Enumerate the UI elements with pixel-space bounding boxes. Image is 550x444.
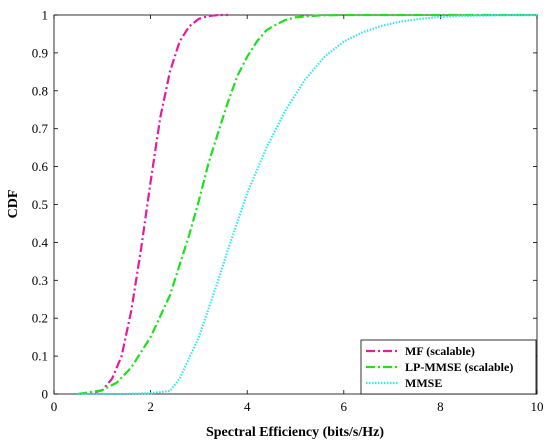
y-tick-label: 0.3 bbox=[32, 273, 48, 288]
y-tick-label: 0 bbox=[42, 387, 49, 402]
legend-label-1: LP-MMSE (scalable) bbox=[405, 360, 513, 374]
legend-label-2: MMSE bbox=[405, 376, 442, 390]
legend-label-0: MF (scalable) bbox=[405, 344, 475, 358]
y-tick-label: 0.1 bbox=[32, 349, 48, 364]
y-tick-label: 0.6 bbox=[32, 159, 49, 174]
y-axis-label: CDF bbox=[6, 190, 21, 219]
y-tick-label: 0.5 bbox=[32, 197, 48, 212]
y-tick-label: 0.8 bbox=[32, 83, 48, 98]
series-line-2 bbox=[78, 13, 537, 396]
y-tick-label: 0.4 bbox=[32, 235, 49, 250]
y-tick-label: 0.7 bbox=[32, 121, 49, 136]
series-line-1 bbox=[78, 13, 537, 396]
x-tick-label: 2 bbox=[147, 399, 154, 414]
x-tick-label: 6 bbox=[341, 399, 348, 414]
series-lines bbox=[78, 13, 537, 396]
legend: MF (scalable) LP-MMSE (scalable) MMSE bbox=[360, 339, 537, 395]
axes: 0 2 4 6 8 10 0 0.1 0.2 0.3 0.4 0.5 0.6 0.7 0.8 0.9 1 bbox=[32, 8, 544, 415]
y-tick-label: 0.2 bbox=[32, 311, 48, 326]
x-axis-label: Spectral Efficiency (bits/s/Hz) bbox=[206, 425, 384, 440]
x-tick-label: 0 bbox=[51, 399, 58, 414]
series-line-0 bbox=[78, 13, 228, 396]
x-tick-label: 4 bbox=[244, 399, 251, 414]
x-tick-label: 8 bbox=[437, 399, 444, 414]
x-tick-label: 10 bbox=[531, 399, 544, 414]
y-tick-label: 0.9 bbox=[32, 45, 48, 60]
y-tick-label: 1 bbox=[42, 8, 49, 23]
